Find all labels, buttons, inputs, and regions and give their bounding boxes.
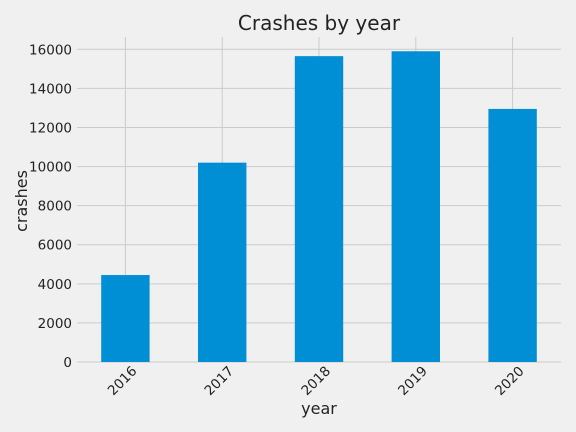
y-tick-label: 6000 — [38, 238, 72, 254]
chart-title: Crashes by year — [238, 11, 401, 35]
y-tick-label: 12000 — [29, 120, 72, 136]
bar-2019 — [391, 51, 440, 362]
y-axis-label: crashes — [12, 170, 31, 232]
y-tick-label: 10000 — [29, 160, 72, 176]
bar-2016 — [101, 275, 150, 362]
bars — [101, 51, 537, 363]
y-tick-label: 16000 — [29, 42, 72, 58]
x-axis-label: year — [301, 399, 337, 418]
bar-2017 — [198, 162, 247, 362]
y-tick-label: 4000 — [38, 277, 72, 293]
y-tick-label: 2000 — [38, 316, 72, 332]
y-tick-label: 0 — [63, 355, 72, 371]
y-tick-label: 14000 — [29, 81, 72, 97]
bar-2020 — [488, 108, 537, 363]
bar-2018 — [294, 56, 344, 363]
y-tick-label: 8000 — [38, 199, 72, 215]
